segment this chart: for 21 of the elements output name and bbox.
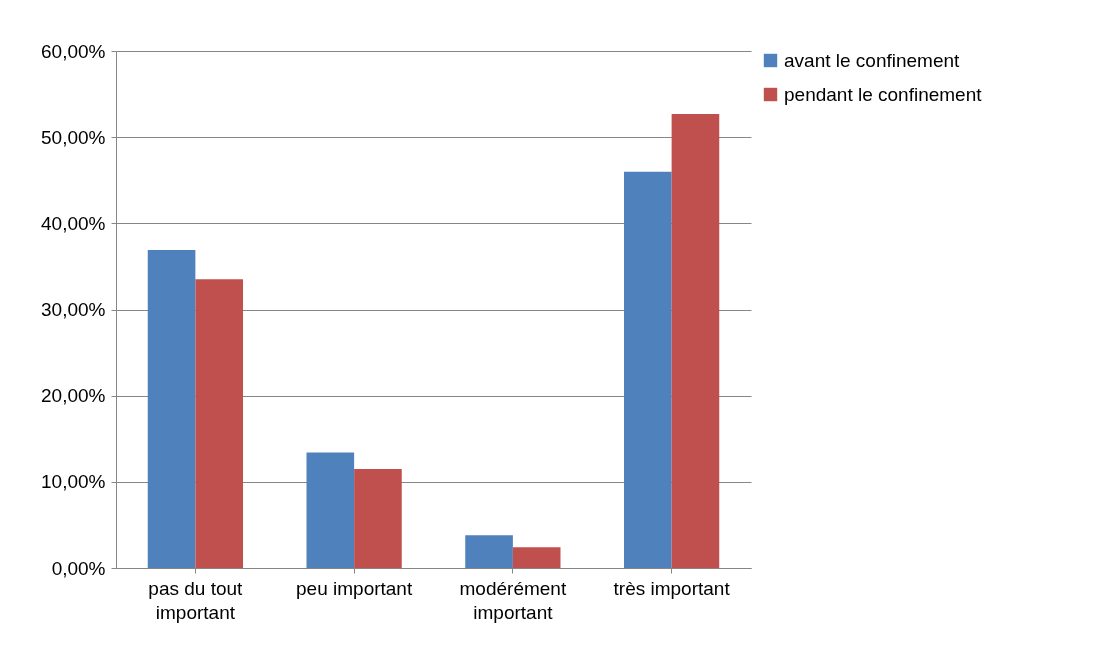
y-tick-label: 20,00% bbox=[41, 385, 106, 407]
bar bbox=[354, 468, 402, 568]
y-tick-label: 30,00% bbox=[41, 299, 106, 320]
x-tick-label: très important bbox=[613, 577, 731, 599]
bar bbox=[147, 250, 196, 568]
bar bbox=[671, 113, 720, 568]
x-tick-label: pas du tout important bbox=[148, 577, 244, 623]
y-tick-label: 40,00% bbox=[41, 212, 106, 234]
bar bbox=[306, 452, 355, 568]
y-tick-label: 50,00% bbox=[41, 126, 106, 148]
x-tick-label: modérément important bbox=[459, 577, 567, 623]
x-tick-label: peu important bbox=[296, 577, 413, 599]
bar bbox=[512, 547, 561, 568]
y-tick-label: 60,00% bbox=[41, 40, 106, 62]
y-tick-label: 10,00% bbox=[41, 471, 106, 493]
bar bbox=[624, 171, 672, 568]
y-tick-label: 0,00% bbox=[51, 557, 106, 579]
bar bbox=[465, 535, 513, 568]
bar bbox=[195, 279, 243, 568]
legend-label: avant le confinement bbox=[784, 49, 961, 71]
legend-label: pendant le confinement bbox=[784, 83, 983, 105]
